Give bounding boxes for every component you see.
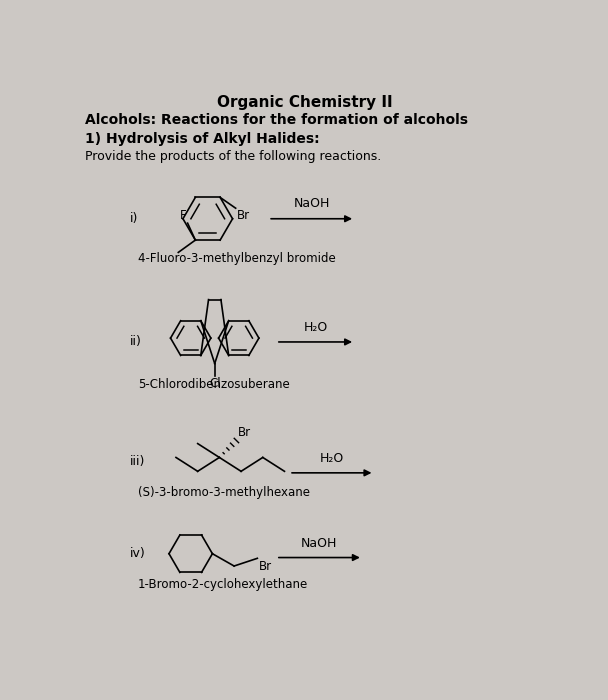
Text: Provide the products of the following reactions.: Provide the products of the following re… [85,150,382,163]
Text: i): i) [130,212,139,225]
Text: Br: Br [237,209,249,222]
Text: Organic Chemistry II: Organic Chemistry II [217,94,392,110]
Text: Br: Br [259,560,272,573]
Text: H₂O: H₂O [320,452,344,466]
Text: H₂O: H₂O [303,321,328,335]
Text: 1) Hydrolysis of Alkyl Halides:: 1) Hydrolysis of Alkyl Halides: [85,132,320,146]
Text: ii): ii) [130,335,142,349]
Text: (S)-3-bromo-3-methylhexane: (S)-3-bromo-3-methylhexane [138,486,310,499]
Text: 5-Chlorodibenzosuberane: 5-Chlorodibenzosuberane [138,378,290,391]
Text: Alcohols: Reactions for the formation of alcohols: Alcohols: Reactions for the formation of… [85,113,468,127]
Text: Br: Br [238,426,251,439]
Text: 4-Fluoro-3-methylbenzyl bromide: 4-Fluoro-3-methylbenzyl bromide [138,252,336,265]
Text: iii): iii) [130,455,146,468]
Text: NaOH: NaOH [301,537,337,550]
Text: F: F [179,209,186,222]
Text: 1-Bromo-2-cyclohexylethane: 1-Bromo-2-cyclohexylethane [138,578,308,592]
Text: Cl: Cl [209,377,221,390]
Text: iv): iv) [130,547,146,560]
Text: NaOH: NaOH [294,197,330,209]
